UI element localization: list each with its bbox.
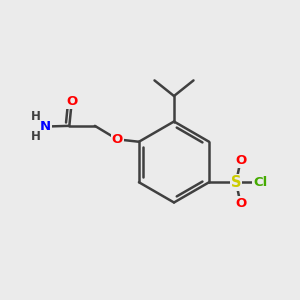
Text: O: O — [235, 154, 246, 167]
Text: S: S — [231, 175, 241, 190]
Text: N: N — [40, 120, 51, 133]
Text: H: H — [31, 110, 41, 123]
Text: Cl: Cl — [254, 176, 268, 189]
Text: O: O — [66, 95, 77, 108]
Text: O: O — [112, 133, 123, 146]
Text: O: O — [235, 197, 246, 210]
Text: H: H — [31, 130, 41, 142]
